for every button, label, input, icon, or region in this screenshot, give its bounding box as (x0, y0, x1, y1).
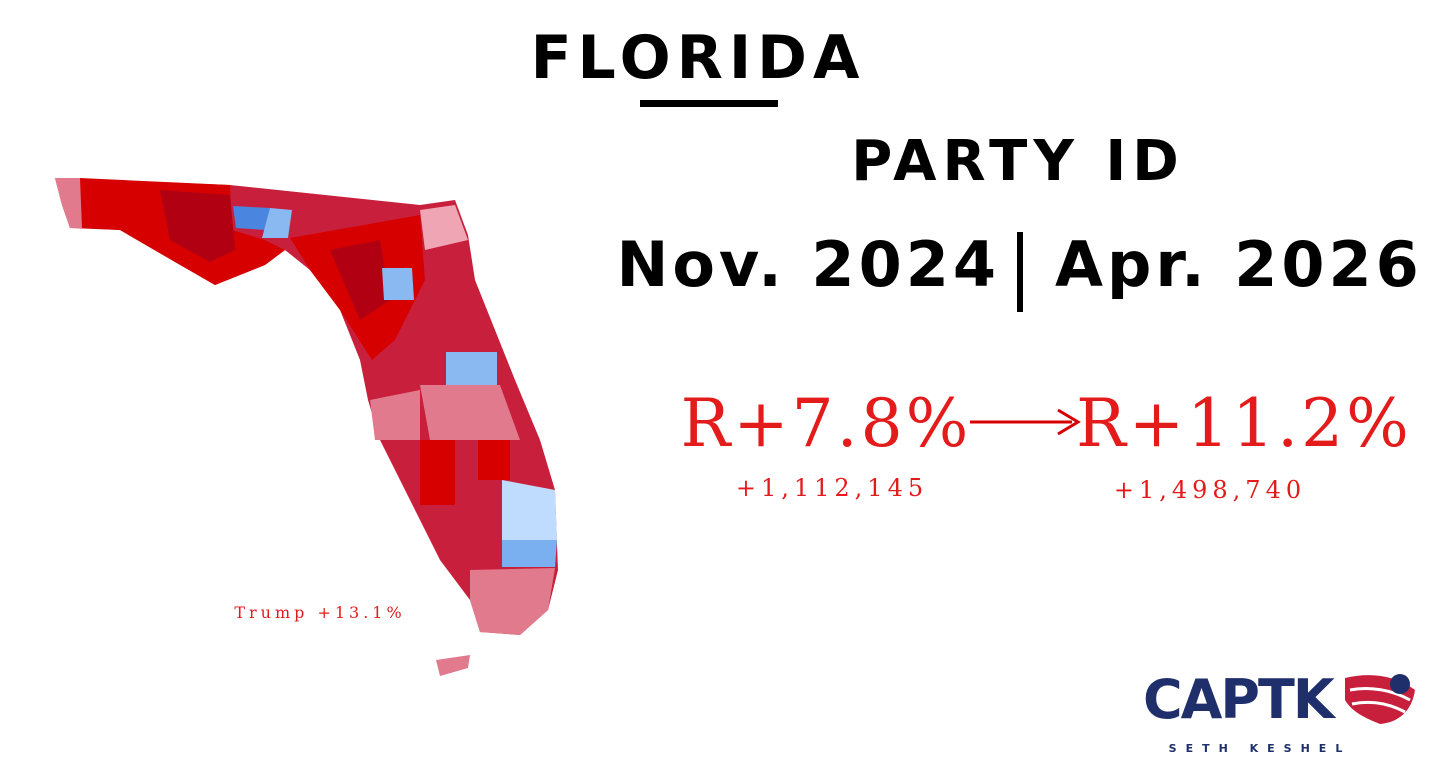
florida-map (55, 178, 558, 676)
margin-start: R+7.8% (681, 385, 972, 462)
logo-tagline: SETH KESHEL (1169, 742, 1352, 755)
logo: CAPTK SETH KESHEL (1143, 668, 1415, 755)
net-start: +1,112,145 (736, 474, 928, 502)
net-end: +1,498,740 (1114, 476, 1306, 504)
subtitle: PARTY ID (851, 129, 1184, 194)
margin-end: R+11.2% (1076, 385, 1412, 462)
period-end: Apr. 2026 (1055, 228, 1423, 301)
logo-name: CAPTK (1143, 668, 1337, 731)
arrow (970, 408, 1081, 436)
period-start: Nov. 2024 (616, 228, 1000, 301)
period-divider (1017, 232, 1023, 312)
title: FLORIDA (531, 23, 866, 93)
map-label: Trump +13.1% (234, 603, 405, 622)
title-underline (640, 100, 778, 107)
